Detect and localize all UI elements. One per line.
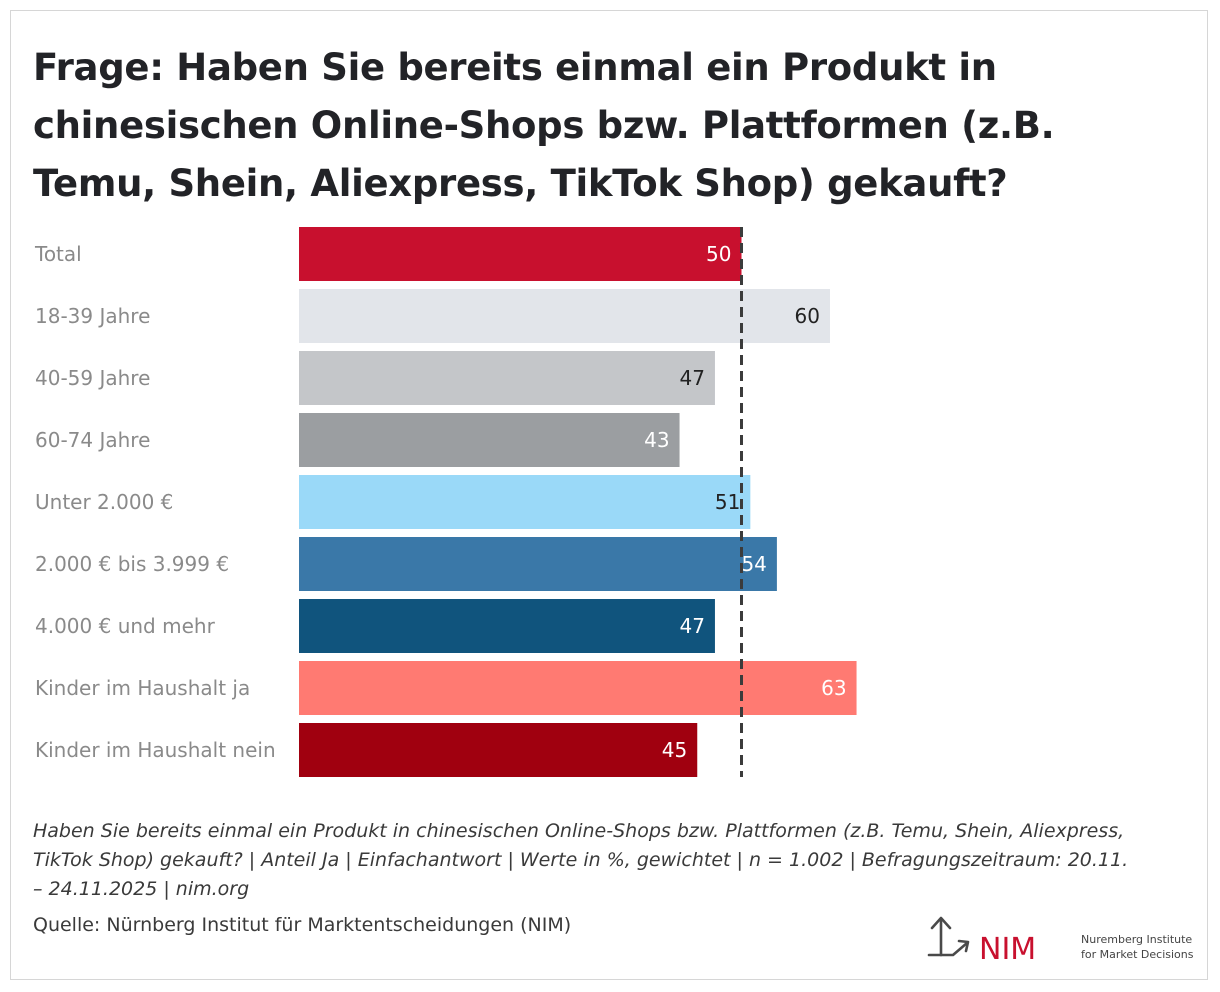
chart-frame: Frage: Haben Sie bereits einmal ein Prod… (10, 10, 1208, 980)
value-label: 60 (795, 304, 820, 328)
chart-source: Quelle: Nürnberg Institut für Marktentsc… (33, 914, 572, 936)
logo-mark: NIM (979, 932, 1036, 967)
bar (299, 723, 698, 777)
value-label: 47 (679, 366, 704, 390)
value-label: 43 (644, 428, 669, 452)
bar (299, 661, 857, 715)
logo-line-2: for Market Decisions (1081, 948, 1194, 961)
value-label: 47 (679, 614, 704, 638)
bar (299, 351, 715, 405)
category-label: 2.000 € bis 3.999 € (35, 552, 229, 576)
bar (299, 413, 680, 467)
category-label: Unter 2.000 € (35, 490, 173, 514)
chart-note: Haben Sie bereits einmal ein Produkt in … (33, 820, 1129, 900)
bar (299, 227, 742, 281)
chart-title: Frage: Haben Sie bereits einmal ein Prod… (33, 46, 1055, 205)
category-label: Kinder im Haushalt ja (35, 676, 250, 700)
bar (299, 537, 777, 591)
value-label: 50 (706, 242, 731, 266)
category-label: Kinder im Haushalt nein (35, 738, 276, 762)
logo-line-1: Nuremberg Institute (1081, 933, 1192, 946)
value-label: 45 (662, 738, 687, 762)
bar (299, 289, 830, 343)
value-label: 54 (741, 552, 766, 576)
nim-logo: NIM Nuremberg Institute for Market Decis… (927, 916, 1194, 967)
value-label: 63 (821, 676, 846, 700)
category-label: Total (34, 242, 82, 266)
arrow-branch-icon (927, 916, 970, 957)
value-label: 51 (715, 490, 740, 514)
category-label: 4.000 € und mehr (35, 614, 216, 638)
bar (299, 599, 715, 653)
bar-chart: Total 50 18-39 Jahre 60 40-59 Jahre 47 60-74 J… (34, 227, 857, 777)
bar (299, 475, 751, 529)
category-label: 18-39 Jahre (35, 304, 150, 328)
category-label: 40-59 Jahre (35, 366, 150, 390)
category-label: 60-74 Jahre (35, 428, 150, 452)
